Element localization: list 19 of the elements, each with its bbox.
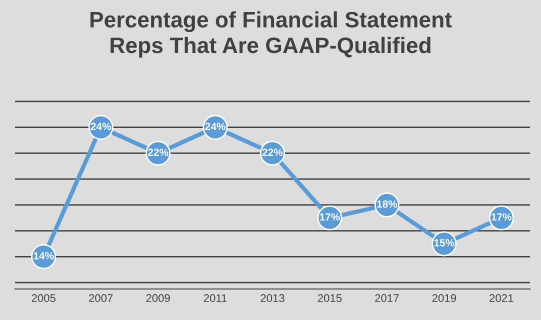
x-tick-label: 2017: [375, 294, 399, 302]
x-tick-label: 2019: [432, 294, 456, 302]
data-label: 18%: [377, 200, 398, 208]
x-tick-label: 2021: [490, 294, 514, 302]
chart-title: Percentage of Financial Statement Reps That Are GAAP-Qualified: [90, 11, 452, 58]
data-label: 17%: [492, 213, 512, 221]
x-tick-label: 2015: [318, 294, 342, 302]
data-label: 17%: [320, 213, 340, 221]
data-label: 22%: [262, 148, 283, 156]
data-label: 22%: [148, 148, 168, 156]
data-label: 24%: [90, 122, 111, 130]
data-label: 14%: [34, 252, 54, 260]
data-label: 24%: [205, 122, 226, 130]
x-tick-label: 2011: [204, 294, 227, 302]
x-tick-label: 2013: [260, 294, 284, 302]
x-tick-label: 2009: [146, 294, 170, 302]
x-tick-label: 2005: [32, 294, 56, 302]
x-tick-label: 2007: [89, 294, 113, 302]
data-label: 15%: [434, 239, 454, 247]
